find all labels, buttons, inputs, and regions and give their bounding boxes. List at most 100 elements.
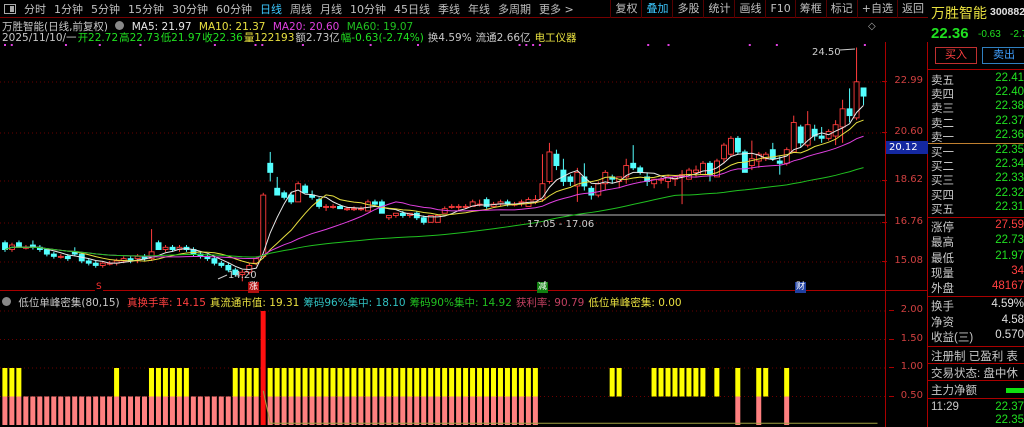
pink-bar [784, 396, 790, 425]
toolbar-button[interactable]: +自选 [856, 0, 897, 18]
pink-bar [365, 396, 371, 425]
tab-period[interactable]: 30分钟 [172, 2, 208, 16]
industry[interactable]: 电工仪器 [534, 32, 577, 44]
toolbar-button[interactable]: 叠加 [641, 0, 672, 18]
tab-period[interactable]: 周线 [290, 2, 312, 16]
tab-period[interactable]: 5分钟 [91, 2, 120, 16]
stat-row: 现量 34 [931, 265, 1024, 280]
toolbar-button[interactable]: 多股 [672, 0, 703, 18]
signal-dot [10, 44, 13, 46]
stat-row: 净资 4.58 [931, 314, 1024, 329]
indicator-value: 获利率: 90.79 [515, 297, 585, 309]
stock-code: 300882 [990, 6, 1024, 18]
bid-row: 买五 22.31 [931, 201, 1024, 216]
pink-bar [295, 396, 301, 425]
toolbar-button[interactable]: 筹框 [794, 0, 826, 18]
yellow-bar [714, 368, 720, 397]
candle [302, 183, 309, 194]
tab-period[interactable]: 日线 [260, 2, 282, 16]
yellow-bar [344, 368, 350, 397]
indicator-tick: 1.00 [888, 361, 923, 372]
yellow-bar [665, 368, 671, 397]
signal-dot [301, 44, 304, 46]
row-value: 22.34 [995, 158, 1024, 171]
sell-button[interactable]: 卖出 [982, 47, 1024, 64]
event-marker[interactable]: 涨 [248, 282, 260, 293]
yellow-bar [428, 368, 434, 397]
yellow-bar [693, 368, 699, 397]
tick-row: 11:29 22.37 [931, 401, 1024, 415]
event-marker[interactable]: S [95, 282, 103, 293]
yellow-bar [686, 368, 692, 397]
signal-dot [863, 44, 866, 46]
indicator-name[interactable]: 低位单峰密集(80,15) [18, 297, 120, 309]
toolbar-button[interactable]: 画线 [734, 0, 765, 18]
tab-period[interactable]: 月线 [320, 2, 342, 16]
toolbar-button[interactable]: 统计 [703, 0, 734, 18]
settings-icon[interactable] [115, 21, 125, 30]
tab-period[interactable]: 1分钟 [54, 2, 83, 16]
stat-row: 收益(三) 0.570 [931, 329, 1024, 344]
tab-period[interactable]: 季线 [438, 2, 460, 16]
signal-dot [139, 44, 142, 46]
toolbar-button[interactable]: 返回 [897, 0, 928, 18]
event-marker[interactable]: 减 [537, 282, 549, 293]
candle [85, 258, 92, 266]
pink-bar [225, 396, 231, 425]
pink-bar [323, 396, 329, 425]
row-label: 卖三 [931, 103, 954, 116]
candle [274, 176, 281, 196]
yellow-bar [484, 368, 490, 397]
toolbar-button[interactable]: F10 [765, 0, 794, 18]
event-marker[interactable]: 财 [795, 282, 807, 293]
ma10-line [4, 119, 864, 265]
indicator-chart[interactable] [0, 308, 885, 427]
row-value: 22.73 [995, 234, 1024, 247]
tab-period[interactable]: 年线 [468, 2, 490, 16]
row-label: 换手 [931, 301, 954, 313]
row-label: 卖五 [931, 75, 954, 87]
yellow-bar [155, 368, 161, 397]
pink-bar [169, 396, 175, 425]
pink-bar [316, 396, 322, 425]
ma5-line [4, 105, 864, 271]
candle [2, 240, 8, 252]
ma5-value: MA5: 21.97 [131, 21, 192, 33]
tab-period[interactable]: 60分钟 [216, 2, 252, 16]
float-cap: 流通2.66亿 [475, 32, 531, 44]
candle [232, 267, 239, 277]
tab-period[interactable]: 10分钟 [350, 2, 386, 16]
yellow-bar [784, 368, 790, 397]
kline-chart[interactable]: 24.50 14.20 17.05 - 17.06 [0, 42, 885, 290]
range-label: 17.05 - 17.06 [527, 219, 594, 230]
tab-period[interactable]: 更多 > [539, 2, 574, 16]
toolbar-button[interactable]: 标记 [825, 0, 857, 18]
sidebar-toggle-icon[interactable] [4, 3, 16, 14]
tab-period[interactable]: 45日线 [394, 2, 430, 16]
open: 开22.72 [77, 32, 119, 44]
tab-period[interactable]: 多周期 [498, 2, 531, 16]
indicator-settings-icon[interactable] [2, 297, 11, 306]
pink-bar [470, 396, 476, 425]
candle [267, 151, 274, 182]
diamond-icon[interactable]: ◇ [868, 21, 876, 32]
row-label: 卖一 [931, 131, 954, 144]
tab-period[interactable]: 分时 [24, 2, 46, 16]
tab-period[interactable]: 15分钟 [128, 2, 164, 16]
toolbar-button[interactable]: 复权 [610, 0, 641, 18]
row-label: 最低 [931, 252, 954, 265]
volume: 量122193 [243, 32, 295, 44]
ohlc-info-line: 2025/11/10/一开22.72高22.73低21.97收22.36量122… [2, 30, 581, 45]
pink-bar [204, 396, 210, 425]
pink-bar [128, 396, 134, 425]
period-toolbar: 分时 1分钟 5分钟 15分钟 30分钟 60分钟 日线 周线 月线 10分钟 45日线 季线 年线 多周… [0, 0, 928, 18]
pane-divider[interactable] [0, 290, 928, 291]
yellow-bar [267, 368, 273, 397]
candle [560, 158, 567, 186]
signal-dot [748, 44, 751, 46]
yellow-bar [16, 368, 22, 397]
yellow-bar [651, 368, 657, 397]
buy-button[interactable]: 买入 [935, 47, 977, 64]
last-price: 22.36 [931, 25, 969, 42]
net-flow-label[interactable]: 主力净额 [931, 385, 977, 397]
